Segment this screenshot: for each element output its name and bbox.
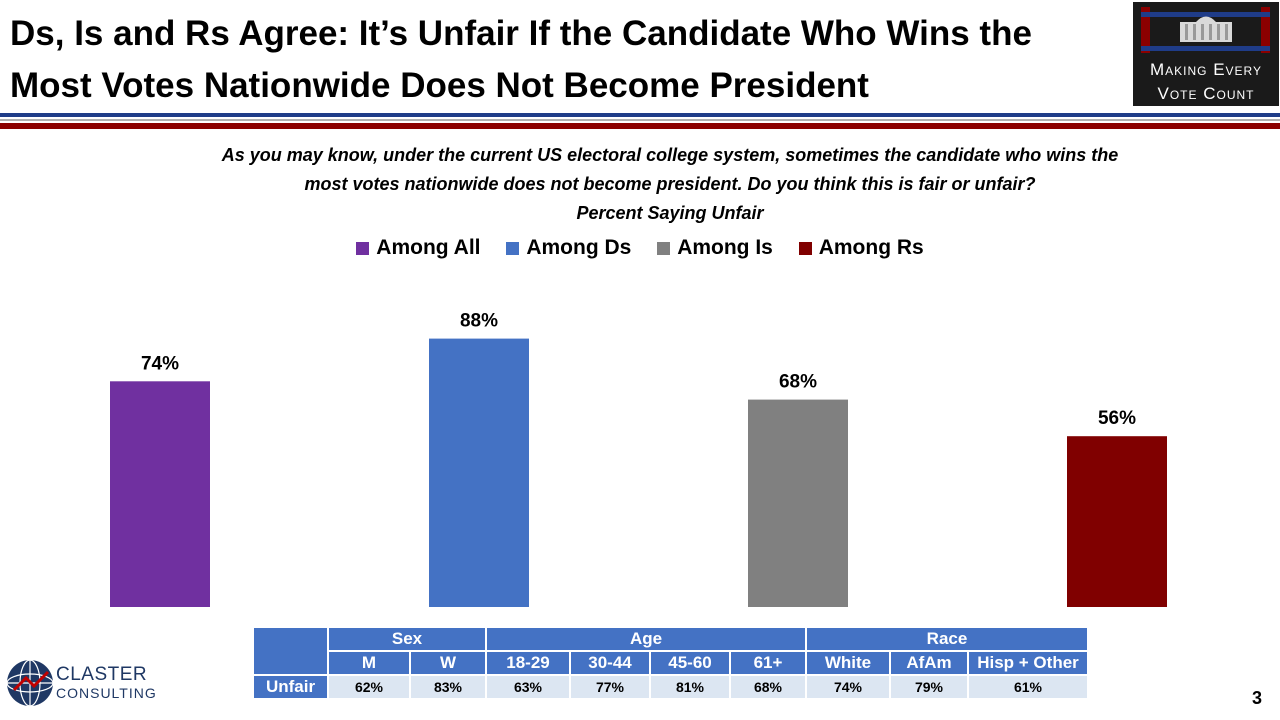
table-col-header: White xyxy=(805,650,891,676)
white-house-icon xyxy=(1141,7,1270,53)
table-corner-cell xyxy=(252,626,329,676)
legend-item-all: Among All xyxy=(356,236,481,260)
bar-among-all xyxy=(110,381,210,607)
data-label-among-is: 68% xyxy=(779,372,817,393)
table-cell: 77% xyxy=(569,674,651,700)
bar-among-rs xyxy=(1067,436,1167,607)
title-line-1: Ds, Is and Rs Agree: It’s Unfair If the … xyxy=(10,14,1032,53)
legend-swatch-is xyxy=(657,241,671,255)
table-cell: 63% xyxy=(485,674,571,700)
table-group-race: Race xyxy=(805,626,1089,652)
table-cell: 62% xyxy=(327,674,411,700)
bar-chart: 74% 88% 68% 56% xyxy=(110,311,1167,607)
page-number: 3 xyxy=(1252,688,1263,708)
header-rule-gray xyxy=(0,119,1280,121)
table-col-header: M xyxy=(327,650,411,676)
bar-among-is xyxy=(748,399,848,607)
table-cell: 61% xyxy=(967,674,1089,700)
question-line-2: most votes nationwide does not become pr… xyxy=(304,174,1036,194)
legend-label-is: Among Is xyxy=(677,236,773,259)
legend-label-rs: Among Rs xyxy=(818,236,924,259)
claster-globe-icon xyxy=(6,659,54,707)
logo-line-2: Vote Count xyxy=(1157,84,1255,103)
legend-label-ds: Among Ds xyxy=(526,236,632,259)
table-col-header: 61+ xyxy=(729,650,807,676)
table-col-header: AfAm xyxy=(889,650,969,676)
table-col-header: 18-29 xyxy=(485,650,571,676)
data-label-among-ds: 88% xyxy=(460,311,498,332)
legend-label-all: Among All xyxy=(376,236,481,259)
table-group-age: Age xyxy=(485,626,807,652)
table-cell: 74% xyxy=(805,674,891,700)
table-col-header: Hisp + Other xyxy=(967,650,1089,676)
table-row-label: Unfair xyxy=(252,674,329,700)
company-subtitle: CONSULTING xyxy=(56,685,157,701)
data-label-among-all: 74% xyxy=(141,353,179,374)
table-col-header: 45-60 xyxy=(649,650,731,676)
table-cell: 81% xyxy=(649,674,731,700)
chart-legend: Among All Among Ds Among Is Among Rs xyxy=(0,236,1280,261)
legend-swatch-rs xyxy=(798,241,812,255)
legend-swatch-ds xyxy=(506,241,520,255)
header-rule-blue xyxy=(0,113,1280,117)
making-every-vote-count-logo: Making Every Vote Count xyxy=(1133,2,1279,106)
header-rule-red xyxy=(0,123,1280,129)
table-cell: 83% xyxy=(409,674,487,700)
table-cell: 79% xyxy=(889,674,969,700)
legend-item-ds: Among Ds xyxy=(506,236,631,260)
company-name: CLASTER xyxy=(56,664,148,685)
logo-line-1: Making Every xyxy=(1149,60,1263,79)
table-col-header: 30-44 xyxy=(569,650,651,676)
question-line-1: As you may know, under the current US el… xyxy=(221,145,1119,165)
chart-subtitle: Percent Saying Unfair xyxy=(576,203,764,223)
demographic-table: Sex Age Race M W 18-29 30-44 45-60 61+ W… xyxy=(252,626,1089,700)
legend-swatch-all xyxy=(356,241,370,255)
bar-among-ds xyxy=(429,338,529,607)
title-line-2: Most Votes Nationwide Does Not Become Pr… xyxy=(10,66,869,105)
data-label-among-rs: 56% xyxy=(1098,408,1136,429)
table-cell: 68% xyxy=(729,674,807,700)
slide-title: Ds, Is and Rs Agree: It’s Unfair If the … xyxy=(10,8,1120,112)
table-group-sex: Sex xyxy=(327,626,487,652)
table-col-header: W xyxy=(409,650,487,676)
legend-item-is: Among Is xyxy=(657,236,773,260)
legend-item-rs: Among Rs xyxy=(798,236,924,260)
